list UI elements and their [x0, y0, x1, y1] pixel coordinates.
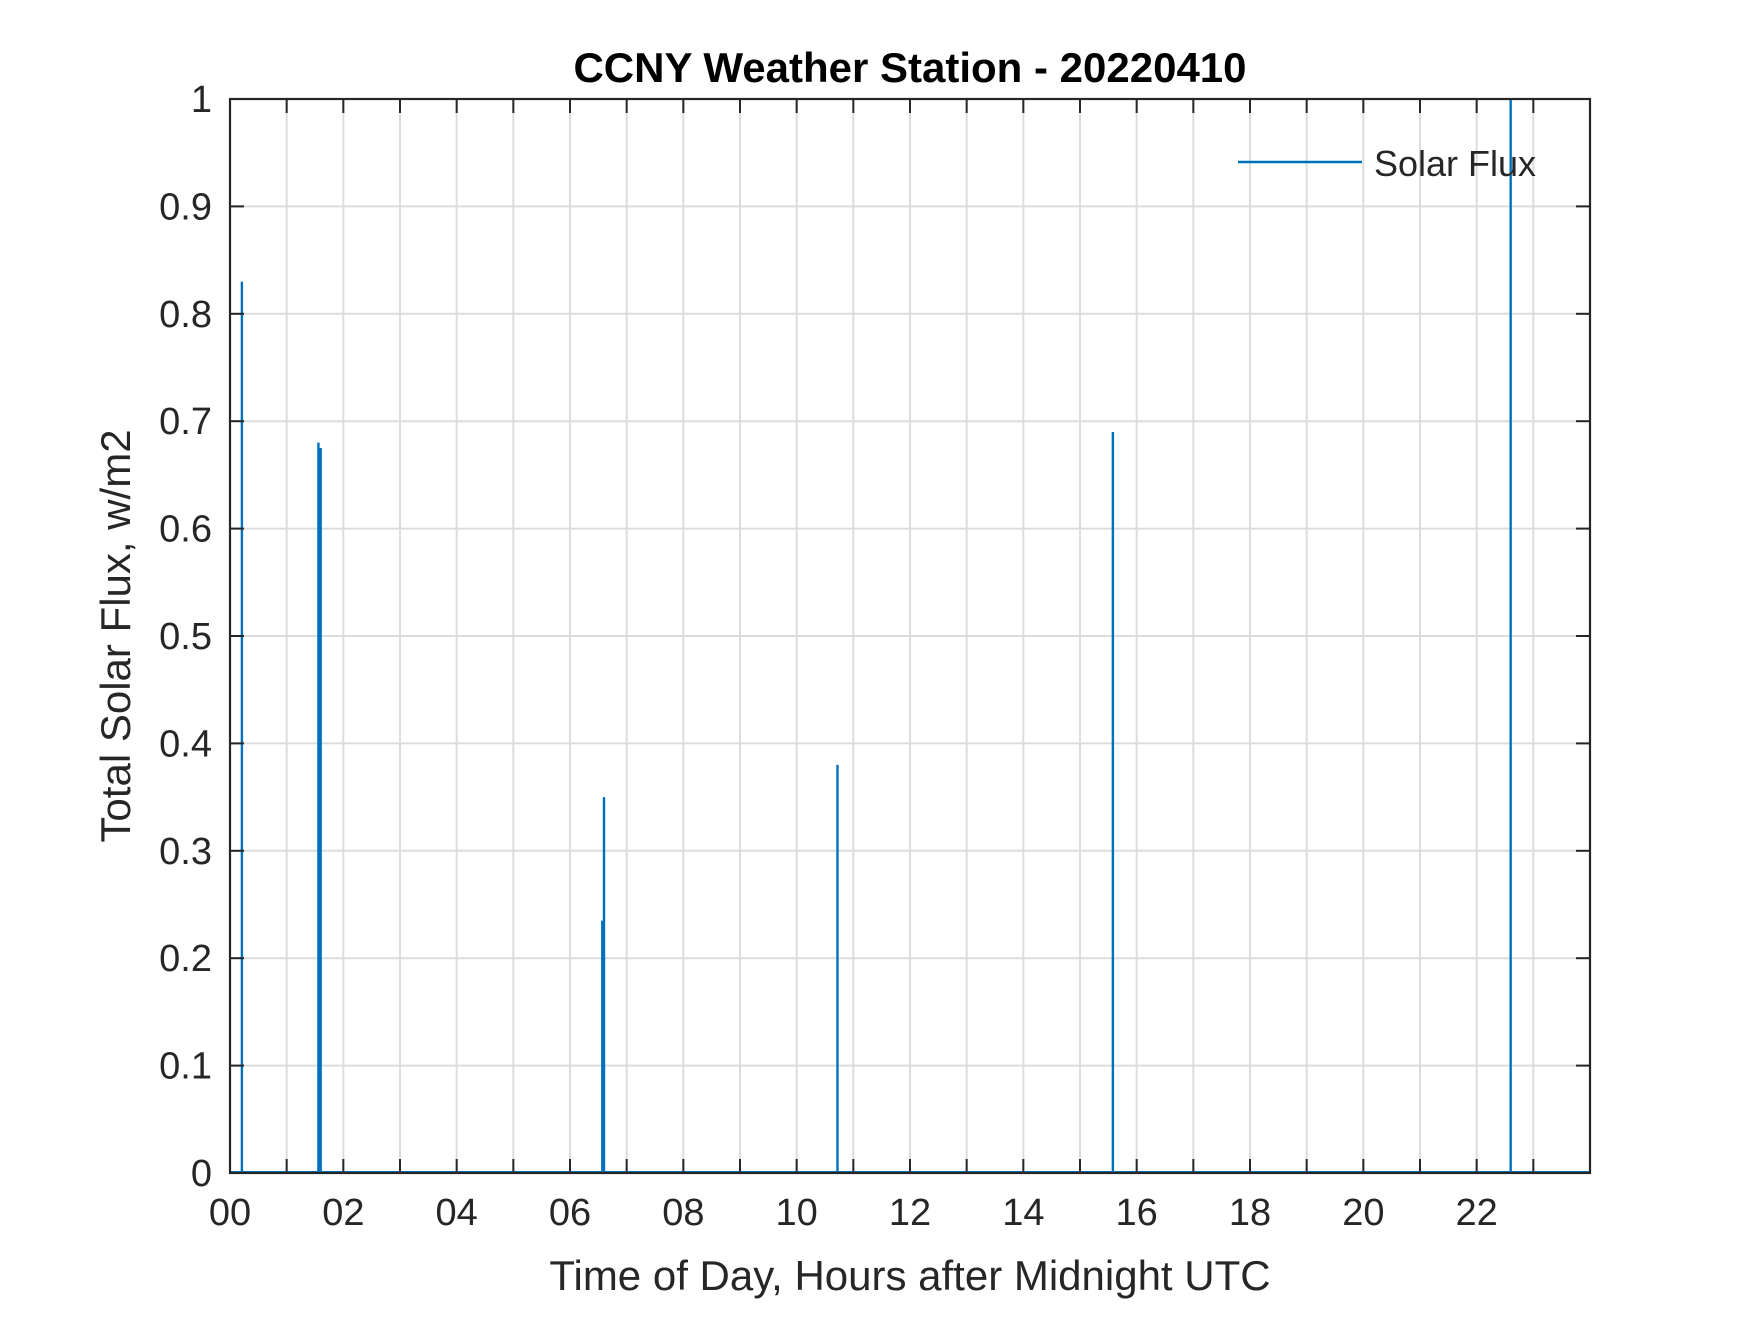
y-tick-label: 0.3	[159, 831, 212, 873]
y-tick-label: 0.8	[159, 294, 212, 336]
grid-lines	[230, 99, 1590, 1173]
x-axis-label: Time of Day, Hours after Midnight UTC	[549, 1252, 1270, 1299]
x-tick-label: 10	[776, 1192, 818, 1234]
x-tick-label: 06	[549, 1192, 591, 1234]
y-tick-label: 1	[191, 79, 212, 121]
y-tick-label: 0.4	[159, 723, 212, 765]
x-tick-label: 08	[662, 1192, 704, 1234]
x-tick-label: 16	[1116, 1192, 1158, 1234]
tick-labels: 0 0.1 0.2 0.3 0.4 0.5 0.6 0.7 0.8 0.9 1 00 02 04 06 08 1…	[159, 79, 1498, 1234]
x-tick-label: 12	[889, 1192, 931, 1234]
axis-ticks	[230, 98, 1590, 1174]
legend: Solar Flux	[1238, 143, 1536, 184]
y-tick-label: 0.1	[159, 1046, 212, 1088]
x-tick-label: 20	[1342, 1192, 1384, 1234]
x-tick-label: 14	[1002, 1192, 1044, 1234]
y-tick-label: 0.7	[159, 401, 212, 443]
y-tick-label: 0.9	[159, 186, 212, 228]
x-tick-label: 04	[436, 1192, 478, 1234]
y-axis-label: Total Solar Flux, w/m2	[92, 429, 139, 842]
chart-title: CCNY Weather Station - 20220410	[573, 44, 1246, 91]
y-tick-label: 0.6	[159, 509, 212, 551]
x-tick-label: 00	[209, 1192, 251, 1234]
legend-label-solar-flux: Solar Flux	[1374, 143, 1536, 184]
y-tick-label: 0	[191, 1153, 212, 1195]
x-tick-label: 18	[1229, 1192, 1271, 1234]
y-tick-label: 0.5	[159, 616, 212, 658]
x-tick-label: 22	[1456, 1192, 1498, 1234]
y-tick-label: 0.2	[159, 938, 212, 980]
x-tick-label: 02	[322, 1192, 364, 1234]
